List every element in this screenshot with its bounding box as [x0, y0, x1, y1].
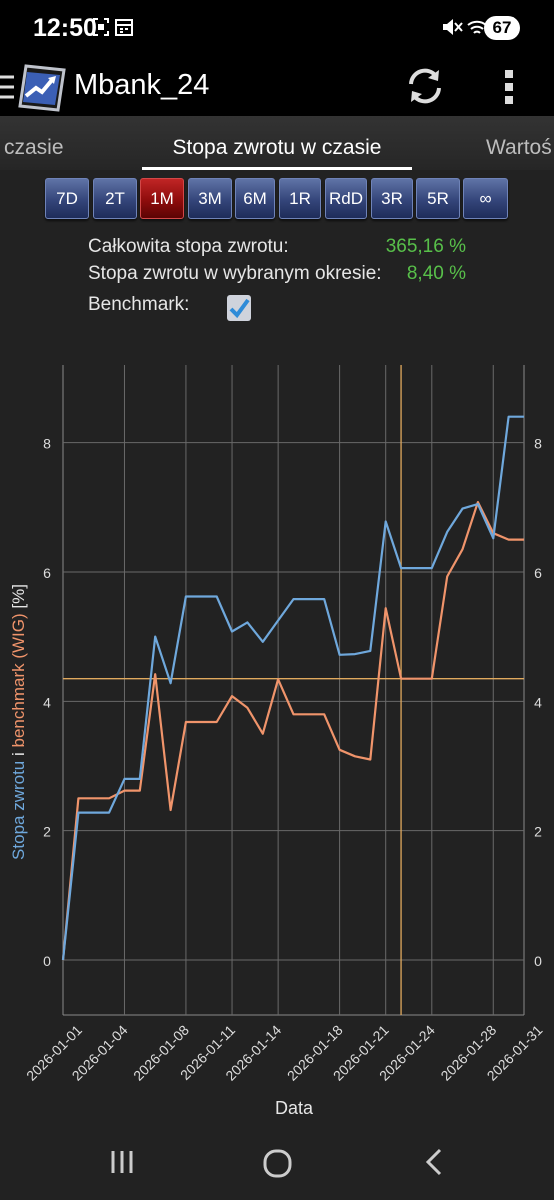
- system-nav-bar: [0, 1130, 554, 1200]
- y-tick-label-right: 2: [534, 824, 542, 840]
- y-tick-label-left: 6: [43, 565, 51, 581]
- y-tick-label-left: 8: [43, 436, 51, 452]
- range-button-0[interactable]: 7D: [45, 178, 89, 219]
- recents-icon: [111, 1151, 133, 1173]
- more-options-button[interactable]: [494, 66, 526, 108]
- calendar-icon: [115, 19, 133, 36]
- range-button-4[interactable]: 6M: [235, 178, 275, 219]
- benchmark-label: Benchmark:: [88, 294, 190, 315]
- battery-indicator: 67: [484, 16, 520, 40]
- total-return-label: Całkowita stopa zwrotu:: [88, 236, 289, 257]
- screenshot-icon: [93, 18, 109, 36]
- y-axis-title-part: i: [9, 747, 28, 760]
- range-button-6[interactable]: RdD: [325, 178, 367, 219]
- x-axis-title: Data: [275, 1098, 314, 1118]
- series-line-1: [61, 501, 524, 961]
- status-left-icons: [92, 17, 134, 42]
- status-time: 12:50: [33, 14, 97, 42]
- back-button[interactable]: [420, 1147, 450, 1182]
- menu-icon[interactable]: [0, 73, 16, 106]
- y-axis-title-part: Stopa zwrotu: [9, 761, 28, 860]
- y-axis-title-part: benchmark (WIG): [9, 613, 28, 747]
- y-tick-label-left: 0: [43, 953, 51, 969]
- range-button-1[interactable]: 2T: [93, 178, 137, 219]
- tab-active-indicator: [142, 167, 412, 170]
- period-return-value: 8,40 %: [406, 263, 466, 284]
- y-axis-title: Stopa zwrotu i benchmark (WIG) [%]: [9, 584, 28, 860]
- tab-previous[interactable]: czasie: [4, 136, 64, 159]
- app-title: Mbank_24: [74, 69, 210, 101]
- y-axis-title-part: [%]: [9, 584, 28, 613]
- range-button-9[interactable]: ∞: [463, 178, 508, 219]
- app-bar: Mbank_24: [0, 58, 554, 116]
- range-button-5[interactable]: 1R: [279, 178, 321, 219]
- tab-return-over-time[interactable]: Stopa zwrotu w czasie: [172, 136, 382, 159]
- y-tick-label-right: 0: [534, 953, 542, 969]
- y-tick-label-left: 4: [43, 694, 51, 710]
- period-return-label: Stopa zwrotu w wybranym okresie:: [88, 263, 382, 284]
- tab-strip: czasie Stopa zwrotu w czasie Wartoś: [0, 116, 554, 170]
- y-tick-label-left: 2: [43, 824, 51, 840]
- status-bar: 12:50: [0, 0, 554, 58]
- range-button-3[interactable]: 3M: [188, 178, 232, 219]
- tab-next[interactable]: Wartoś: [486, 136, 552, 159]
- app-logo-icon: [14, 62, 70, 119]
- total-return-value: 365,16 %: [385, 236, 466, 257]
- range-button-2[interactable]: 1M: [140, 178, 184, 219]
- y-tick-label-right: 8: [534, 436, 542, 452]
- range-button-8[interactable]: 5R: [416, 178, 460, 219]
- series-line-0: [61, 415, 524, 961]
- y-tick-label-right: 4: [534, 694, 542, 710]
- y-tick-label-right: 6: [534, 565, 542, 581]
- range-button-7[interactable]: 3R: [371, 178, 413, 219]
- checkmark-icon: [229, 298, 250, 319]
- home-icon: [263, 1149, 292, 1178]
- back-icon: [425, 1148, 442, 1176]
- mute-icon: [443, 19, 463, 35]
- refresh-icon: [409, 68, 441, 104]
- recents-button[interactable]: [108, 1147, 138, 1182]
- more-vert-icon: [505, 70, 513, 104]
- benchmark-checkbox[interactable]: [227, 295, 251, 321]
- refresh-button[interactable]: [403, 64, 447, 108]
- home-button[interactable]: [262, 1147, 294, 1184]
